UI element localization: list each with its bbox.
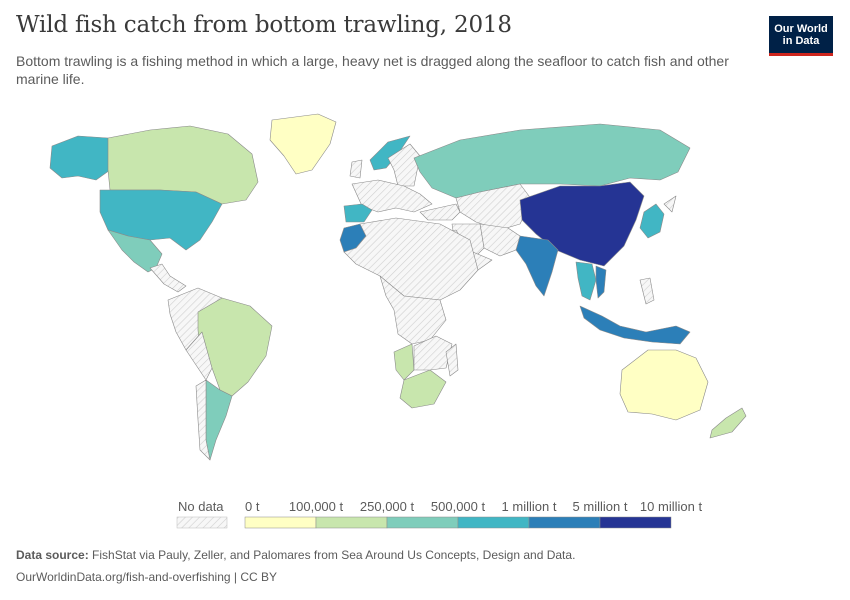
region-russia[interactable] bbox=[413, 123, 691, 199]
region[interactable] bbox=[479, 223, 521, 257]
region[interactable] bbox=[349, 159, 363, 179]
region-namibia[interactable] bbox=[393, 343, 415, 381]
region-thailand[interactable] bbox=[575, 261, 597, 301]
source-text[interactable]: FishStat via Pauly, Zeller, and Palomare… bbox=[92, 548, 576, 562]
region[interactable] bbox=[379, 275, 447, 345]
region[interactable] bbox=[195, 379, 211, 461]
region[interactable] bbox=[387, 143, 421, 187]
region-greenland[interactable] bbox=[269, 113, 337, 175]
region[interactable] bbox=[419, 203, 461, 221]
region[interactable] bbox=[445, 343, 459, 377]
legend-swatch bbox=[457, 516, 530, 529]
chart-title: Wild fish catch from bottom trawling, 20… bbox=[16, 12, 512, 38]
legend-swatch bbox=[386, 516, 459, 529]
region[interactable] bbox=[149, 263, 187, 293]
legend-swatch bbox=[244, 516, 317, 529]
legend-swatch bbox=[599, 516, 672, 529]
region-spain[interactable] bbox=[343, 203, 373, 223]
world-map bbox=[49, 113, 747, 461]
logo-line-2: in Data bbox=[782, 34, 820, 47]
region[interactable] bbox=[663, 195, 677, 213]
region[interactable] bbox=[455, 183, 533, 231]
legend-tick-label: 250,000 t bbox=[360, 499, 415, 514]
legend-tick-label: 1 million t bbox=[502, 499, 557, 514]
legend-tick-label: 10 million t bbox=[640, 499, 703, 514]
region-new-zealand[interactable] bbox=[709, 407, 747, 439]
source-label: Data source: bbox=[16, 548, 89, 562]
legend-tick-label: 100,000 t bbox=[289, 499, 344, 514]
data-source: Data source: FishStat via Pauly, Zeller,… bbox=[16, 548, 575, 562]
region[interactable] bbox=[185, 331, 213, 381]
region-india[interactable] bbox=[515, 235, 559, 297]
region[interactable] bbox=[413, 335, 453, 371]
region-vietnam[interactable] bbox=[595, 265, 607, 299]
legend-tick-label: 5 million t bbox=[573, 499, 628, 514]
legend-swatch bbox=[315, 516, 388, 529]
region-japan[interactable] bbox=[639, 203, 665, 239]
region-brazil[interactable] bbox=[197, 297, 273, 397]
region-indonesia[interactable] bbox=[579, 305, 691, 345]
legend-no-data-label: No data bbox=[178, 499, 224, 514]
legend-swatch bbox=[528, 516, 601, 529]
region-alaska[interactable] bbox=[49, 135, 111, 181]
legend-tick-label: 500,000 t bbox=[431, 499, 486, 514]
source-url[interactable]: OurWorldinData.org/fish-and-overfishing … bbox=[16, 570, 277, 584]
chart-subtitle: Bottom trawling is a fishing method in w… bbox=[16, 53, 729, 87]
legend-no-data-swatch bbox=[176, 516, 228, 529]
region[interactable] bbox=[639, 277, 655, 305]
owid-logo[interactable]: Our World in Data bbox=[769, 16, 833, 56]
logo-line-1: Our World bbox=[774, 22, 828, 35]
legend-tick-label: 0 t bbox=[245, 499, 260, 514]
region-australia[interactable] bbox=[619, 349, 709, 421]
map-legend: No data 0 t 100,000 t 250,000 t 500,000 t 1 m… bbox=[176, 499, 703, 529]
